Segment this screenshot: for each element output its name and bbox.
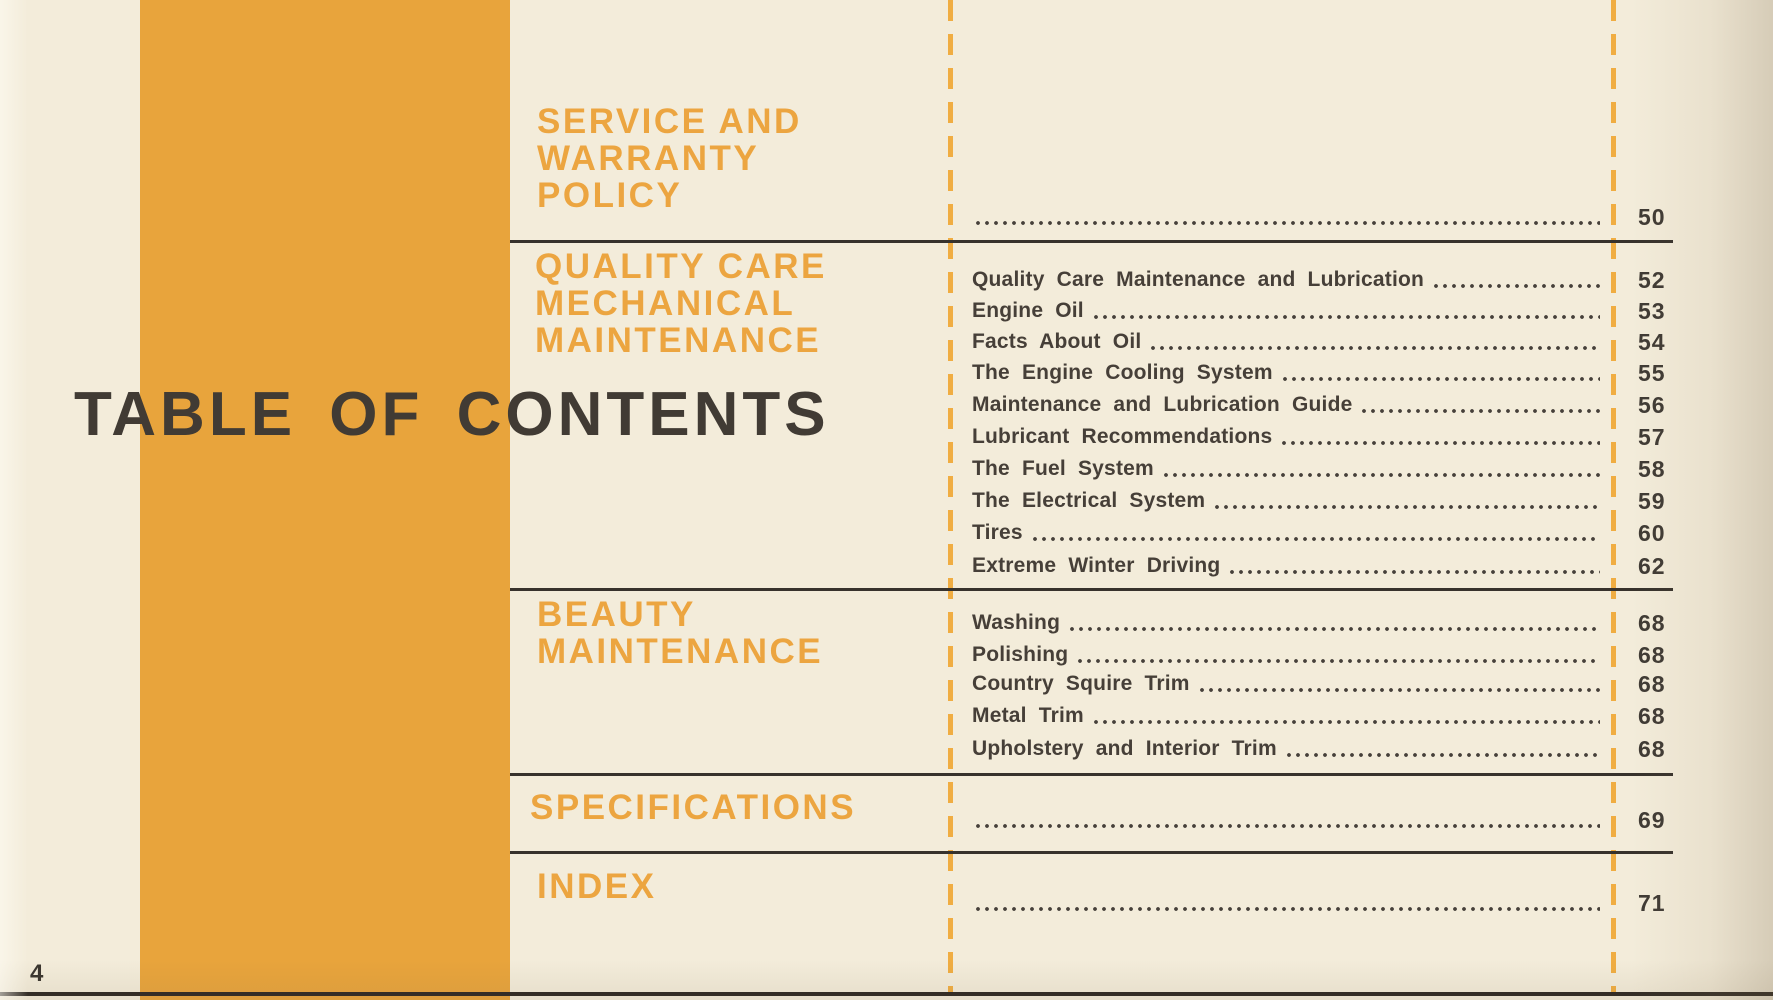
toc-entry-page-number: 53 <box>1638 298 1666 324</box>
page-title: TABLE OF CONTENTS <box>74 380 830 449</box>
toc-entry-page-number: 50 <box>1638 204 1666 230</box>
toc-entry-page-number: 55 <box>1638 360 1666 386</box>
section-heading-line: SPECIFICATIONS <box>530 788 857 827</box>
toc-entry-title: Extreme Winter Driving <box>972 554 1221 577</box>
section-heading: SPECIFICATIONS <box>530 789 856 826</box>
toc-entry: Country Squire Trim 68 <box>972 671 1688 697</box>
toc-entry: Washing 68 <box>972 610 1688 636</box>
dotted-leader <box>976 221 1600 225</box>
section-heading-line: POLICY <box>537 176 683 215</box>
section-heading-line: QUALITY CARE <box>535 247 827 286</box>
section-heading: INDEX <box>537 868 656 905</box>
section-heading-line: MECHANICAL <box>535 284 796 323</box>
toc-entry-page-number: 62 <box>1638 553 1666 579</box>
section-divider <box>510 588 1673 591</box>
section-heading-line: MAINTENANCE <box>535 321 822 360</box>
toc-entry-page-number: 57 <box>1638 424 1666 450</box>
toc-entry-title: Lubricant Recommendations <box>972 425 1273 448</box>
toc-entry-page-number: 52 <box>1638 267 1666 293</box>
toc-entry-title: Polishing <box>972 643 1069 666</box>
toc-entry-title: Metal Trim <box>972 704 1084 727</box>
dotted-leader <box>1070 627 1600 631</box>
toc-entry: 50 <box>972 204 1688 230</box>
section-divider <box>510 240 1673 243</box>
toc-entry: Lubricant Recommendations 57 <box>972 424 1688 450</box>
toc-entry-title: Tires <box>972 521 1023 544</box>
dotted-leader <box>976 907 1600 911</box>
section-heading-line: SERVICE AND <box>537 102 802 141</box>
dashed-divider-middle <box>948 0 953 993</box>
toc-entry: The Electrical System 59 <box>972 488 1688 514</box>
dotted-leader <box>1434 284 1600 288</box>
section-divider <box>510 773 1673 776</box>
toc-entry: 71 <box>972 890 1688 916</box>
page-number: 4 <box>30 960 44 987</box>
dotted-leader <box>1230 570 1600 574</box>
section-heading-line: BEAUTY <box>537 595 696 634</box>
toc-entry-page-number: 71 <box>1638 890 1666 916</box>
toc-entry: Maintenance and Lubrication Guide 56 <box>972 392 1688 418</box>
section-heading: BEAUTY MAINTENANCE <box>537 596 823 670</box>
toc-entry-title: Facts About Oil <box>972 330 1142 353</box>
dotted-leader <box>1215 505 1600 509</box>
toc-entry: Facts About Oil 54 <box>972 329 1688 355</box>
dotted-leader <box>1078 659 1600 663</box>
section-heading-line: INDEX <box>537 867 657 906</box>
dotted-leader <box>1199 688 1600 692</box>
section-heading-line: WARRANTY <box>537 139 760 178</box>
toc-entry-title: Maintenance and Lubrication Guide <box>972 393 1353 416</box>
toc-entry-page-number: 68 <box>1638 703 1666 729</box>
toc-entry: Upholstery and Interior Trim 68 <box>972 736 1688 762</box>
toc-entry: Tires 60 <box>972 520 1688 546</box>
dotted-leader <box>1093 315 1600 319</box>
toc-entry-page-number: 56 <box>1638 392 1666 418</box>
dotted-leader <box>1151 346 1600 350</box>
toc-entry-title: Upholstery and Interior Trim <box>972 737 1277 760</box>
toc-entry-page-number: 68 <box>1638 610 1666 636</box>
dotted-leader <box>1163 473 1600 477</box>
toc-entry-page-number: 58 <box>1638 456 1666 482</box>
toc-entry-page-number: 68 <box>1638 736 1666 762</box>
dotted-leader <box>1286 753 1600 757</box>
toc-entry-title: The Engine Cooling System <box>972 361 1273 384</box>
section-heading: QUALITY CARE MECHANICAL MAINTENANCE <box>535 248 827 359</box>
toc-entry: 69 <box>972 807 1688 833</box>
toc-entry-page-number: 68 <box>1638 642 1666 668</box>
toc-entry-page-number: 68 <box>1638 671 1666 697</box>
toc-entry-title: Washing <box>972 611 1061 634</box>
dotted-leader <box>976 824 1600 828</box>
toc-entry: Extreme Winter Driving 62 <box>972 553 1688 579</box>
section-divider <box>510 851 1673 854</box>
dotted-leader <box>1362 409 1600 413</box>
toc-entry-page-number: 54 <box>1638 329 1666 355</box>
page-bottom-edge <box>0 992 1773 996</box>
toc-entry: The Fuel System 58 <box>972 456 1688 482</box>
toc-entry-page-number: 59 <box>1638 488 1666 514</box>
toc-entry-title: The Electrical System <box>972 489 1206 512</box>
section-heading: SERVICE AND WARRANTY POLICY <box>537 103 802 214</box>
toc-entry: Engine Oil 53 <box>972 298 1688 324</box>
section-heading-line: MAINTENANCE <box>537 632 824 671</box>
toc-entry-title: The Fuel System <box>972 457 1154 480</box>
orange-stripe <box>140 0 510 1000</box>
toc-entry-page-number: 69 <box>1638 807 1666 833</box>
toc-entry: Metal Trim 68 <box>972 703 1688 729</box>
dotted-leader <box>1032 537 1600 541</box>
dotted-leader <box>1282 377 1600 381</box>
toc-entry-title: Quality Care Maintenance and Lubrication <box>972 268 1425 291</box>
toc-entry: The Engine Cooling System 55 <box>972 360 1688 386</box>
toc-entry-title: Engine Oil <box>972 299 1084 322</box>
toc-entry: Quality Care Maintenance and Lubrication… <box>972 267 1688 293</box>
toc-entry-title: Country Squire Trim <box>972 672 1190 695</box>
dotted-leader <box>1282 441 1600 445</box>
dashed-divider-right <box>1611 0 1616 993</box>
toc-entry: Polishing 68 <box>972 642 1688 668</box>
dotted-leader <box>1093 720 1600 724</box>
toc-entry-page-number: 60 <box>1638 520 1666 546</box>
